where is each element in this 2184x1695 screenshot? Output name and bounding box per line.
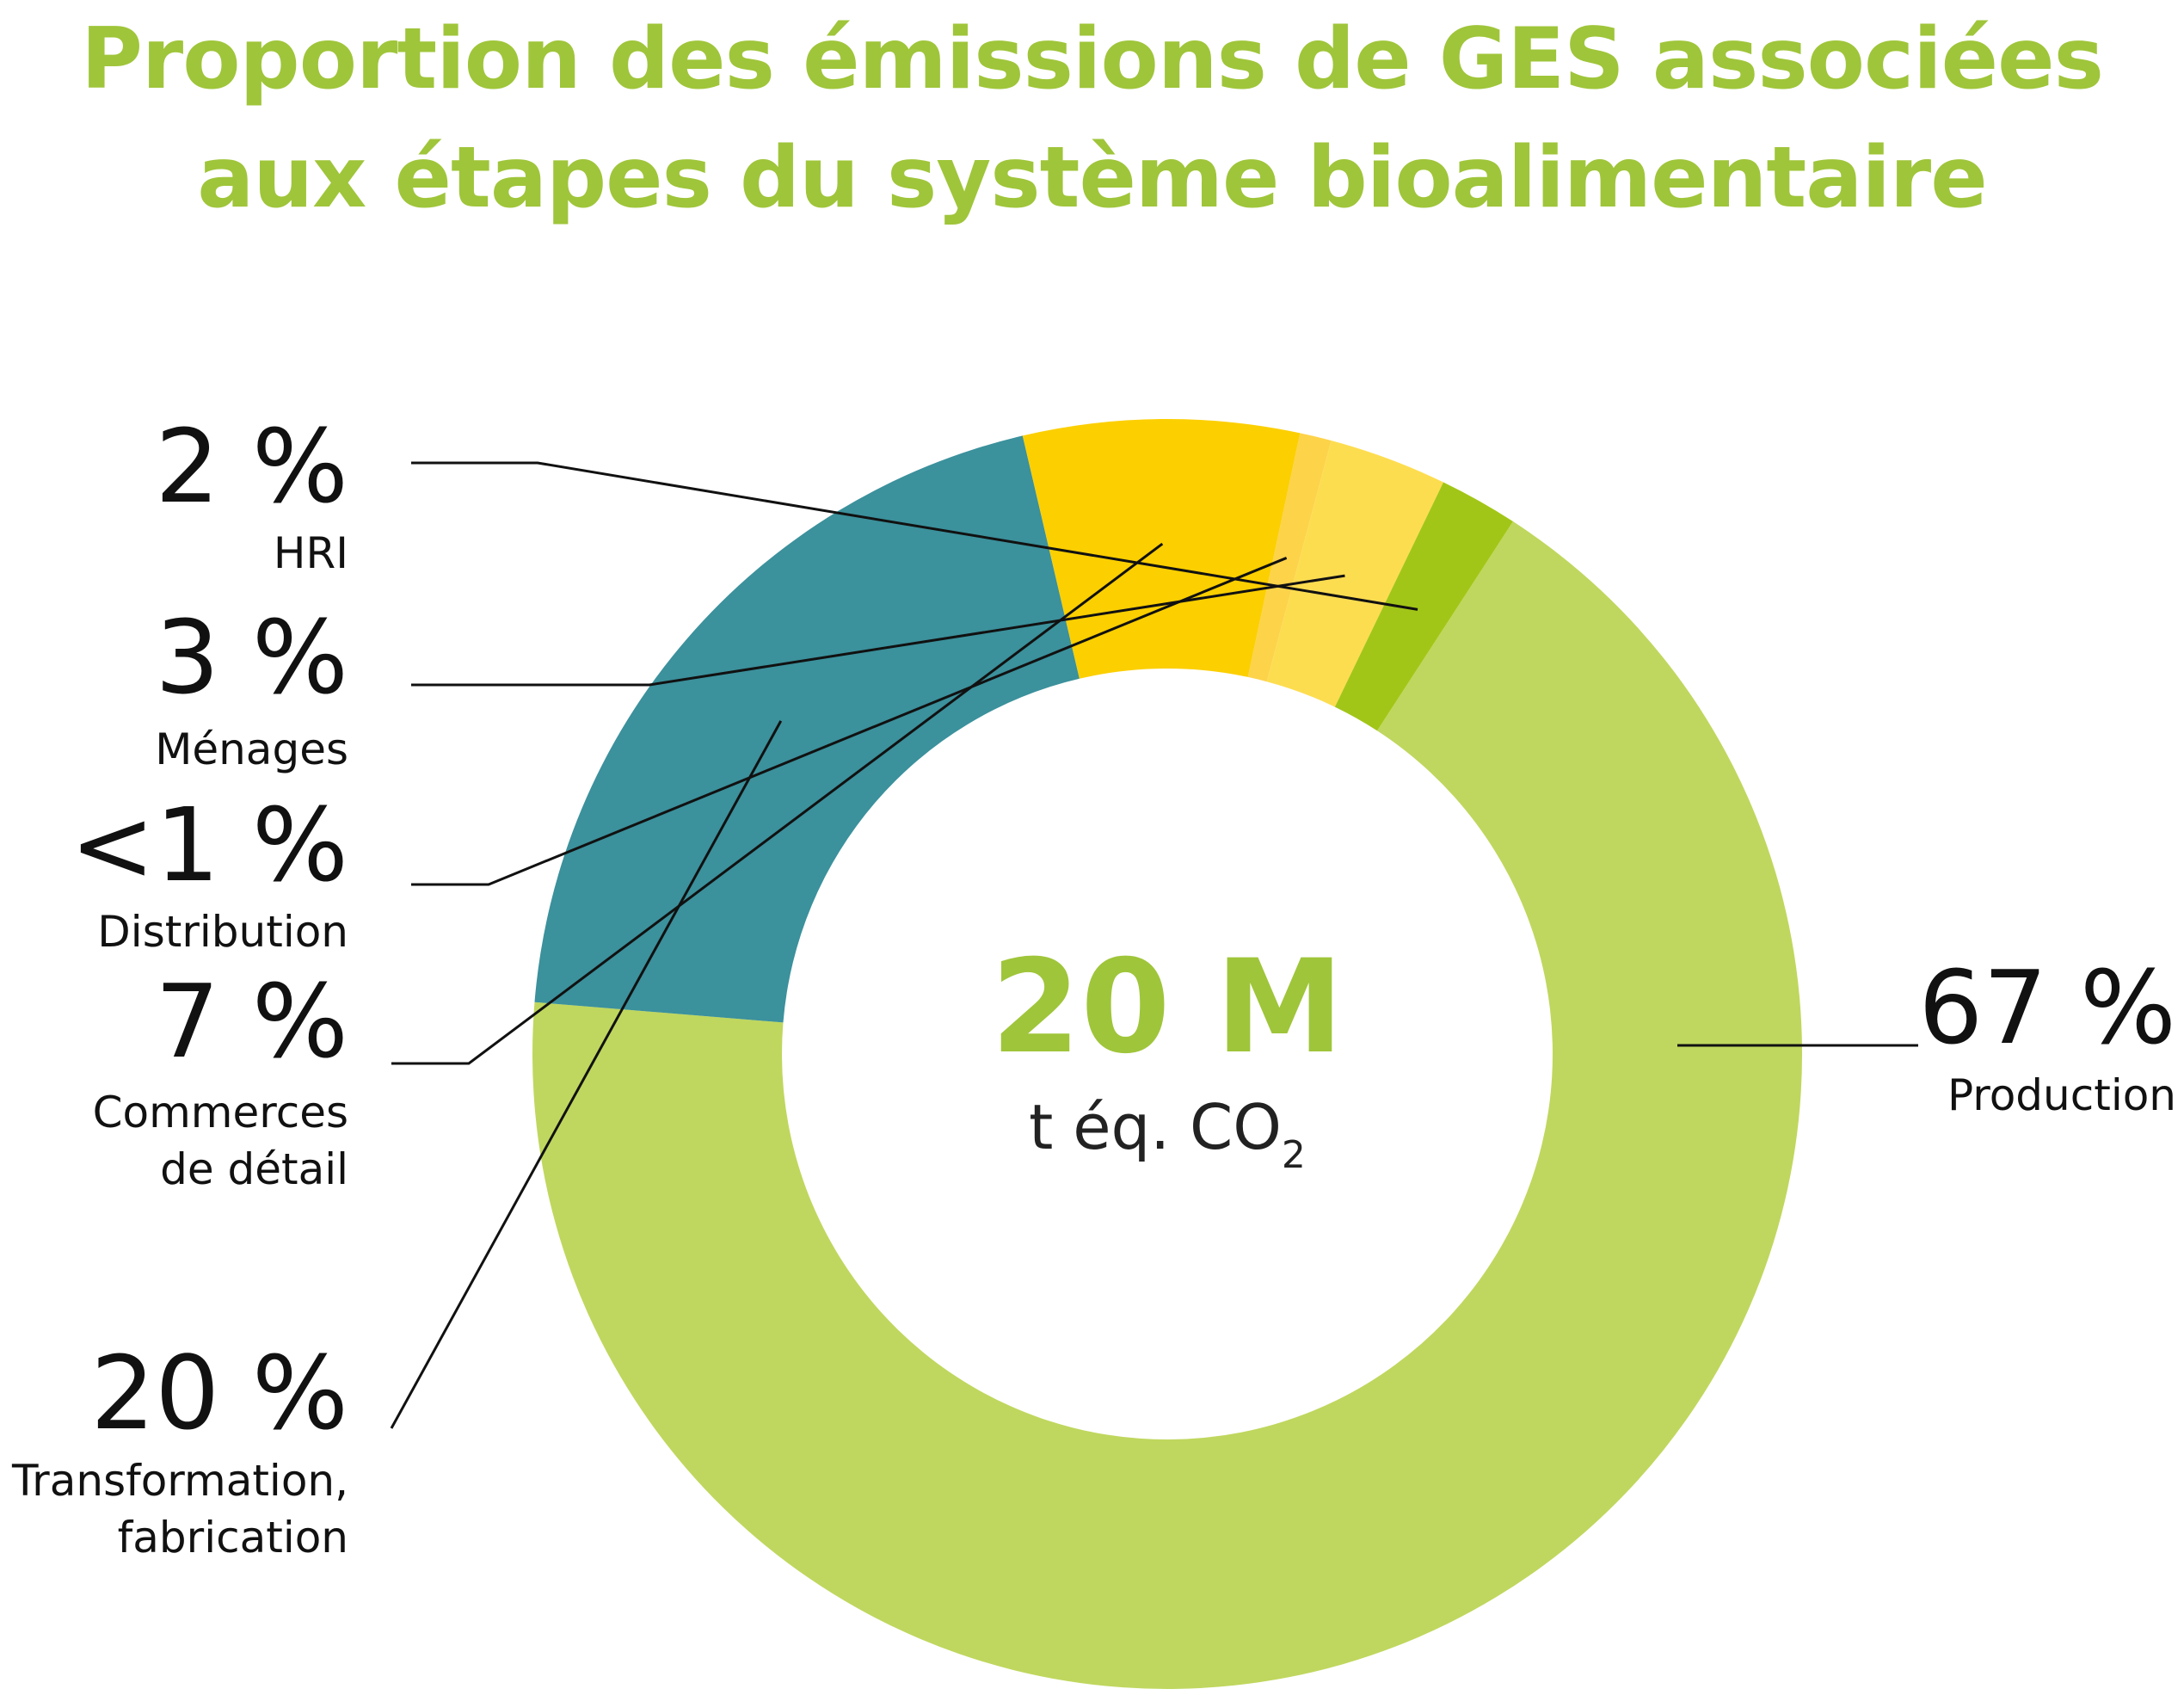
value-label-menages: 3 % (155, 598, 348, 717)
chart-title: Proportion des émissions de GES associée… (0, 0, 2184, 237)
center-unit-text: t éq. CO (1029, 1091, 1282, 1163)
slice-menages (1266, 441, 1444, 707)
leader-line-commerces-de-detail (391, 542, 1164, 1065)
category-label-transformation-fabrication-1: Transformation, (11, 1456, 348, 1506)
leader-lines (390, 461, 1918, 1429)
center-total-unit: t éq. CO2 (1029, 1091, 1306, 1177)
category-label-transformation-fabrication-2: fabrication (118, 1513, 348, 1562)
center-total-value: 20 M (991, 933, 1344, 1082)
category-label-commerces-de-detail-1: Commerces (93, 1088, 348, 1137)
leader-line-transformation-fabrication (390, 720, 783, 1429)
value-label-production: 67 % (1918, 948, 2176, 1067)
slice-transformation-fabrication (534, 435, 1080, 1023)
category-label-hri: HRI (274, 528, 348, 578)
category-label-menages: Ménages (155, 724, 348, 774)
value-label-hri: 2 % (155, 407, 348, 526)
slice-commerces-de-detail (1022, 419, 1301, 679)
leader-line-menages (411, 574, 1345, 687)
slice-production (532, 521, 1803, 1690)
leader-line-hri (411, 461, 1418, 611)
value-label-distribution: <1 % (70, 786, 348, 904)
value-label-transformation-fabrication: 20 % (90, 1334, 348, 1452)
slice-distribution (1247, 433, 1332, 682)
chart-title-line-1: Proportion des émissions de GES associée… (81, 10, 2104, 108)
category-label-commerces-de-detail-2: de détail (160, 1144, 348, 1194)
slice-hri (1334, 482, 1513, 731)
donut-slices (532, 419, 1803, 1690)
chart-title-line-2: aux étapes du système bioalimentaire (197, 129, 1987, 227)
value-label-commerces-de-detail: 7 % (155, 962, 348, 1081)
slice-labels: 67 %Production 20 %Transformation, fabrica… (11, 407, 2176, 1562)
category-label-distribution: Distribution (97, 907, 348, 957)
leader-line-distribution (411, 557, 1288, 886)
category-label-production: Production (1947, 1070, 2176, 1120)
center-unit-subscript: 2 (1282, 1133, 1306, 1177)
